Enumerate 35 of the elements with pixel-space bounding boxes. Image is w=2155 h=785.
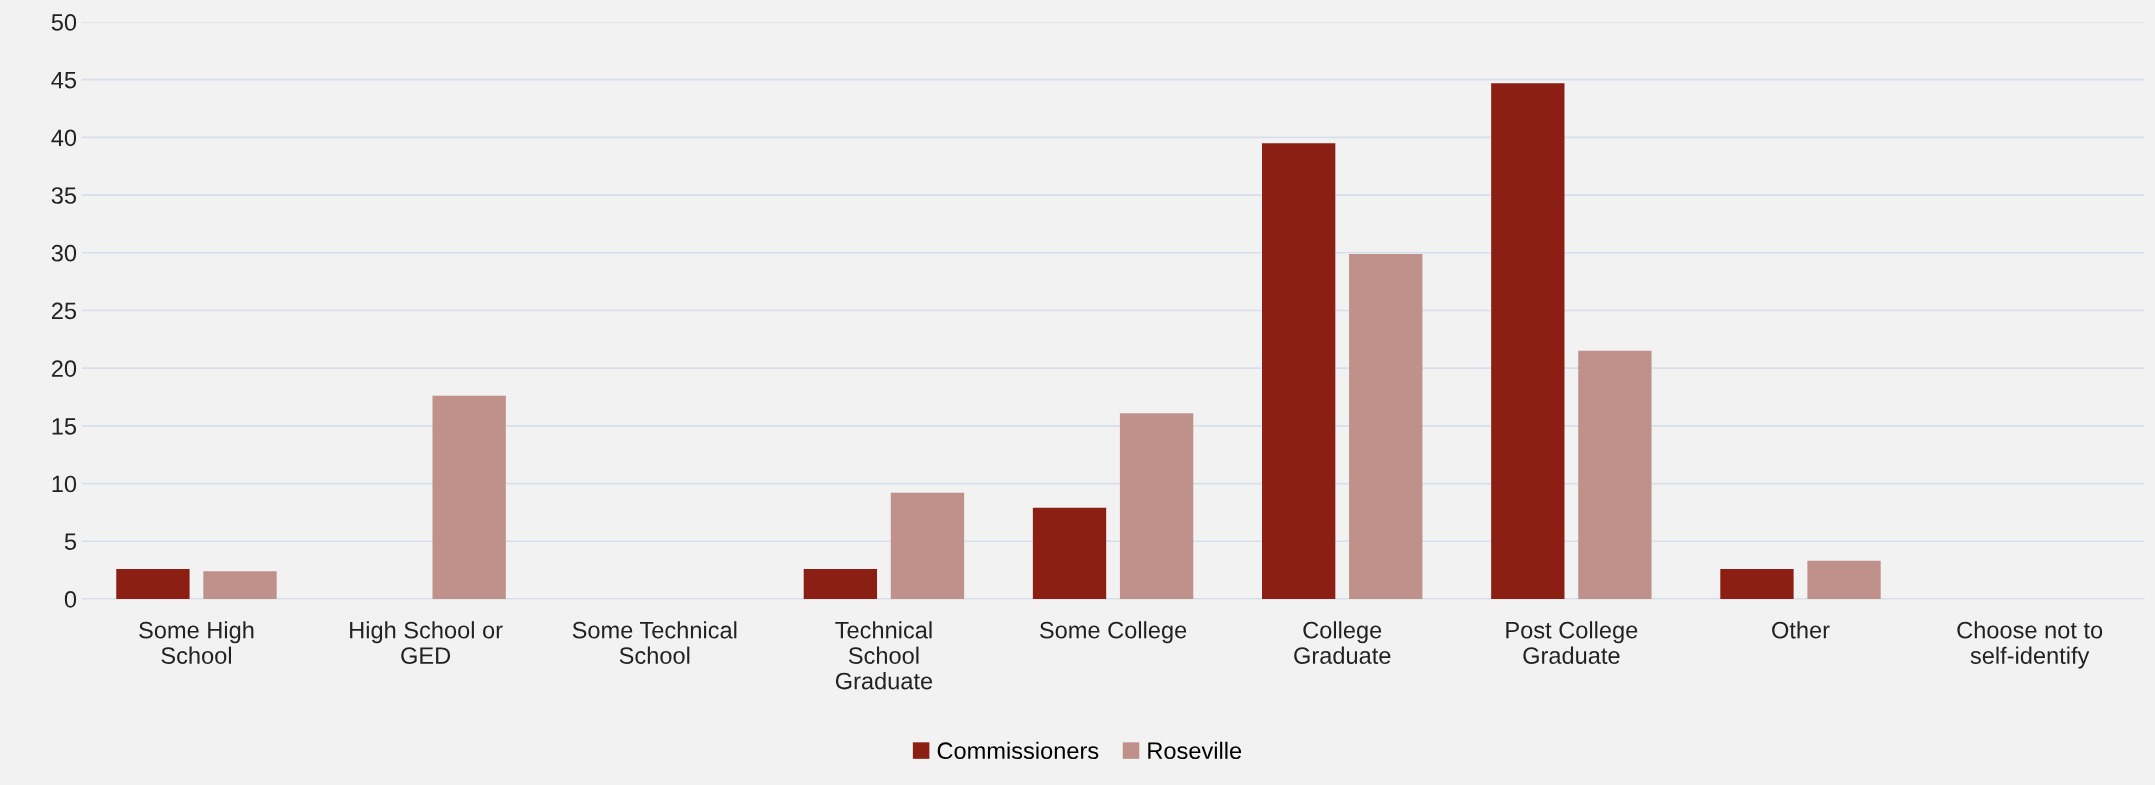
x-tick-label: Post College Graduate bbox=[1506, 621, 1638, 664]
x-tick-label: Some College bbox=[1039, 621, 1187, 644]
bar bbox=[803, 568, 878, 599]
bar bbox=[1720, 568, 1794, 599]
x-tick-label: Some Technical School bbox=[572, 621, 737, 664]
x-tick-label: Choose not to self-identify bbox=[1957, 621, 2103, 669]
bar bbox=[1119, 413, 1194, 599]
y-tick-label: 35 bbox=[51, 187, 77, 204]
y-tick-label: 25 bbox=[51, 302, 77, 320]
y-tick-label: 20 bbox=[51, 360, 77, 377]
y-tick-label: 30 bbox=[51, 244, 77, 262]
bar bbox=[203, 571, 277, 599]
y-tick-label: 45 bbox=[51, 71, 77, 89]
legend-label: Commissioners bbox=[937, 741, 1099, 760]
x-tick-label: High School or GED bbox=[350, 621, 503, 664]
bar bbox=[1807, 560, 1881, 599]
bar bbox=[1491, 83, 1565, 599]
bar bbox=[890, 492, 965, 599]
bar bbox=[1262, 143, 1336, 599]
x-tick-label: Some High School bbox=[139, 621, 254, 664]
y-tick-label: 50 bbox=[51, 14, 77, 31]
x-tick-label: Technical School Graduate bbox=[835, 621, 933, 690]
x-tick-label: Other bbox=[1772, 621, 1830, 639]
bar bbox=[432, 395, 506, 599]
y-tick-label: 40 bbox=[51, 129, 77, 147]
bar bbox=[116, 568, 190, 599]
y-tick-label: 15 bbox=[52, 418, 77, 435]
bar bbox=[1578, 350, 1652, 599]
y-tick-label: 0 bbox=[64, 591, 77, 608]
x-tick-label: College Graduate bbox=[1294, 621, 1391, 664]
bar bbox=[1032, 507, 1107, 599]
bar bbox=[1349, 253, 1423, 599]
y-tick-label: 10 bbox=[52, 475, 77, 493]
legend-label: Roseville bbox=[1148, 741, 1242, 760]
y-tick-label: 5 bbox=[64, 533, 77, 551]
